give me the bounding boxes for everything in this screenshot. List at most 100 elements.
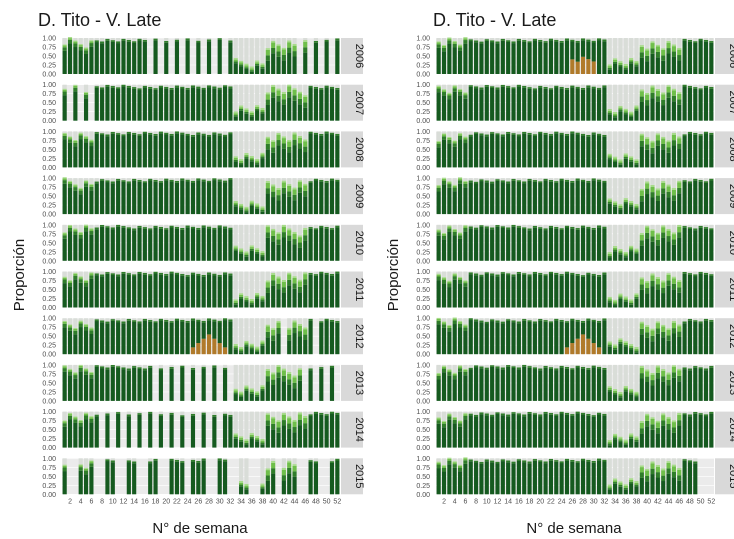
bar-week-23-mid — [180, 415, 185, 417]
bar-week-44-pale — [666, 140, 671, 143]
bar-week-35-dark — [244, 113, 249, 121]
bar-week-40-empty — [271, 271, 276, 274]
facet-strip — [341, 318, 363, 355]
bar-week-9-dark — [479, 43, 484, 74]
bar-week-18-mid — [527, 132, 532, 135]
bar-week-6-pale — [463, 225, 468, 227]
y-tick-label: 0.50 — [42, 474, 56, 481]
bar-week-39-mid — [639, 428, 644, 434]
bar-week-23-dark — [554, 415, 559, 448]
bar-week-3-pale — [73, 139, 78, 142]
bar-week-37-dark — [629, 304, 634, 308]
bar-week-6-mid — [89, 330, 94, 335]
bar-week-3-dark — [73, 234, 78, 261]
bar-week-43-light — [287, 42, 292, 48]
bar-week-14-dark — [132, 367, 137, 401]
bar-week-7-mid — [94, 40, 99, 43]
bar-week-6-pale — [463, 180, 468, 182]
bar-week-34-light — [613, 247, 618, 250]
bar-week-5-empty — [457, 271, 463, 277]
bar-week-5-light — [83, 225, 89, 228]
bar-week-45-mid — [297, 286, 302, 293]
bar-week-8-dark — [100, 43, 105, 74]
bar-week-40-empty — [271, 411, 276, 417]
bar-week-2-empty — [441, 364, 447, 366]
bar-week-31-dark — [596, 276, 602, 308]
bar-week-3-mid — [447, 416, 452, 420]
bar-week-25-dark — [190, 87, 196, 121]
bar-week-39-light — [639, 91, 644, 97]
bar-week-52-mid — [335, 87, 340, 90]
bar-week-3-light — [73, 417, 78, 420]
bar-week-39-pale — [265, 92, 270, 95]
bar-week-49-mid — [693, 87, 698, 89]
bar-week-20-dark — [538, 41, 543, 74]
bar-week-20-empty — [164, 178, 169, 179]
bar-week-15-dark — [511, 463, 516, 495]
bar-week-11-mid — [116, 87, 121, 89]
bar-week-47-mid — [308, 181, 313, 183]
bar-week-43-light — [661, 94, 666, 100]
bar-week-47-empty — [308, 224, 313, 228]
bar-week-4-pale — [452, 184, 457, 186]
bar-week-13-empty — [500, 411, 505, 414]
bar-week-5-empty — [457, 84, 463, 89]
bar-week-16-mid — [516, 459, 521, 461]
bar-week-27-mid — [575, 273, 580, 276]
bar-week-5-pale — [83, 136, 89, 138]
bar-week-49-dark — [319, 227, 324, 261]
bar-week-18-empty — [527, 131, 532, 133]
y-tick-label: 0.00 — [42, 445, 56, 452]
bar-week-14-mid — [506, 40, 511, 42]
bar-week-3-light — [447, 458, 452, 461]
bar-week-23-mid — [180, 365, 185, 368]
bar-week-24-mid — [559, 132, 564, 135]
bar-week-6-mid — [463, 415, 468, 420]
bar-week-14-mid — [506, 131, 511, 134]
bar-week-44-dark — [666, 385, 671, 401]
bar-week-35-pale — [618, 436, 623, 439]
bar-week-40-light — [271, 418, 276, 424]
bar-week-17-empty — [148, 364, 153, 366]
bar-week-34-mid — [239, 484, 244, 487]
bar-week-46-dark — [303, 107, 308, 121]
bar-week-3-pale — [447, 181, 452, 183]
bar-week-45-light — [297, 325, 302, 332]
bar-week-48-empty — [687, 224, 693, 228]
bar-week-21-empty — [169, 131, 174, 134]
bar-week-29-empty — [212, 84, 217, 87]
bar-week-17-mid — [522, 85, 527, 88]
bar-week-44-dark — [666, 241, 671, 261]
bar-week-1-pale — [436, 317, 441, 319]
bar-week-22-mid — [548, 367, 554, 369]
bar-week-51-dark — [329, 134, 335, 168]
bar-week-17-empty — [522, 458, 527, 461]
bar-week-33-empty — [233, 224, 238, 246]
bar-week-17-mid — [148, 86, 153, 89]
y-tick-label: 0.00 — [416, 352, 430, 359]
bar-week-6-dark — [463, 98, 468, 121]
bar-week-1-mid — [436, 375, 441, 380]
bar-week-2-light — [441, 421, 447, 424]
bar-week-33-pale — [607, 64, 612, 67]
bar-week-3-dark — [447, 375, 452, 401]
bar-week-13-empty — [126, 458, 131, 461]
bar-week-1-pale — [62, 365, 67, 367]
bar-week-29-mid — [212, 178, 217, 181]
bar-week-35-pale — [618, 159, 623, 162]
bar-week-2-empty — [441, 224, 447, 233]
bar-week-31-mid — [222, 180, 228, 183]
bar-week-13-dark — [126, 274, 131, 308]
bar-week-45-light — [297, 182, 302, 188]
y-tick-label: 0.00 — [416, 258, 430, 265]
bar-week-38-dark — [260, 301, 265, 308]
y-tick-label: 1.00 — [42, 129, 56, 136]
bar-week-43-dark — [287, 285, 292, 308]
bar-week-39-dark — [265, 193, 270, 215]
bar-week-13-mid — [126, 227, 131, 229]
bar-week-43-mid — [287, 279, 292, 286]
bar-week-3-empty — [73, 131, 78, 140]
bar-week-2-dark — [441, 95, 447, 121]
y-tick-label: 0.25 — [416, 63, 430, 70]
bar-week-41-dark — [276, 56, 281, 74]
